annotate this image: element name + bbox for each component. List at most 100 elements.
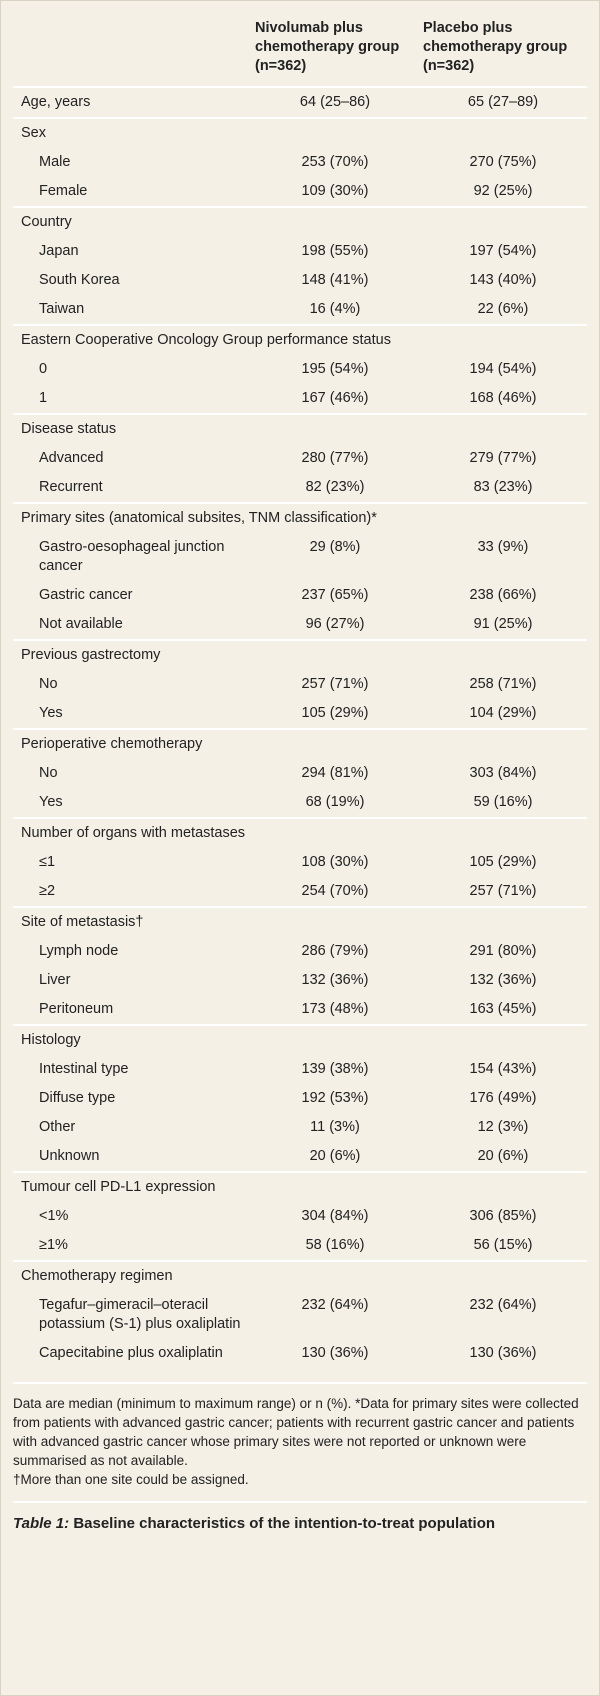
value-cell: 20 (6%) — [477, 1148, 529, 1164]
value-cell: 254 (70%) — [301, 883, 369, 899]
caption-label: Table 1: — [13, 1515, 70, 1532]
row-label: 0 — [39, 361, 48, 377]
data-row: Yes 105 (29%) 104 (29%) — [13, 699, 587, 729]
section-label: Perioperative chemotherapy — [13, 728, 587, 759]
row-label: No — [39, 765, 58, 781]
value-cell: 109 (30%) — [301, 183, 369, 199]
data-row: Male 253 (70%) 270 (75%) — [13, 148, 587, 177]
section-label: Chemotherapy regimen — [13, 1260, 587, 1291]
value-cell: 20 (6%) — [309, 1148, 361, 1164]
section-row: Country — [13, 206, 587, 237]
row-label: Gastric cancer — [39, 587, 133, 603]
section-row: Histology — [13, 1024, 587, 1055]
data-row: Recurrent 82 (23%) 83 (23%) — [13, 473, 587, 503]
value-cell: 194 (54%) — [469, 361, 537, 377]
data-row: Gastro-oesophageal junction cancer 29 (8%… — [13, 533, 587, 581]
value-cell: 130 (36%) — [469, 1345, 537, 1361]
value-cell: 257 (71%) — [469, 883, 537, 899]
data-row: ≥2 254 (70%) 257 (71%) — [13, 877, 587, 907]
data-row: Female 109 (30%) 92 (25%) — [13, 177, 587, 207]
data-row: <1% 304 (84%) 306 (85%) — [13, 1202, 587, 1231]
value-cell: 59 (16%) — [473, 794, 533, 810]
row-label: Not available — [39, 616, 123, 632]
data-row: Advanced 280 (77%) 279 (77%) — [13, 444, 587, 473]
value-cell: 82 (23%) — [305, 479, 365, 495]
value-cell: 304 (84%) — [301, 1208, 369, 1224]
footnote: †More than one site could be assigned. — [13, 1472, 249, 1487]
row-label: Intestinal type — [39, 1061, 129, 1077]
row-label: Capecitabine plus oxaliplatin — [39, 1345, 223, 1361]
value-cell: 139 (38%) — [301, 1061, 369, 1077]
section-label: Sex — [13, 117, 587, 148]
value-cell: 58 (16%) — [305, 1237, 365, 1253]
section-label: Tumour cell PD-L1 expression — [13, 1171, 587, 1202]
section-row: Primary sites (anatomical subsites, TNM … — [13, 502, 587, 533]
data-row: Diffuse type 192 (53%) 176 (49%) — [13, 1084, 587, 1113]
value-cell: 83 (23%) — [473, 479, 533, 495]
value-cell: 197 (54%) — [469, 243, 537, 259]
section-label: Eastern Cooperative Oncology Group perfo… — [13, 324, 587, 355]
data-row: Japan 198 (55%) 197 (54%) — [13, 237, 587, 266]
value-cell: 291 (80%) — [469, 943, 537, 959]
caption: Table 1: Baseline characteristics of the… — [13, 1501, 587, 1544]
value-cell: 192 (53%) — [301, 1090, 369, 1106]
value-cell: 280 (77%) — [301, 450, 369, 466]
data-row: Liver 132 (36%) 132 (36%) — [13, 966, 587, 995]
value-cell: 294 (81%) — [301, 765, 369, 781]
section-label: Previous gastrectomy — [13, 639, 587, 670]
value-cell: 11 (3%) — [310, 1119, 360, 1135]
value-cell: 257 (71%) — [301, 676, 369, 692]
row-label: 1 — [39, 390, 48, 406]
value-cell: 33 (9%) — [477, 539, 529, 555]
section-label: Primary sites (anatomical subsites, TNM … — [13, 502, 587, 533]
section-row: Number of organs with metastases — [13, 817, 587, 848]
section-row: Tumour cell PD-L1 expression — [13, 1171, 587, 1202]
row-label: Advanced — [39, 450, 104, 466]
data-row: ≥1% 58 (16%) 56 (15%) — [13, 1231, 587, 1261]
data-row: Lymph node 286 (79%) 291 (80%) — [13, 937, 587, 966]
value-cell: 92 (25%) — [473, 183, 533, 199]
data-row: Peritoneum 173 (48%) 163 (45%) — [13, 995, 587, 1025]
value-cell: 96 (27%) — [305, 616, 365, 632]
data-row: Tegafur–gimeracil–oteracil potassium (S-… — [13, 1291, 587, 1339]
header-cell: Nivolumab plus chemotherapy group (n=362… — [255, 20, 400, 74]
data-row: Not available 96 (27%) 91 (25%) — [13, 610, 587, 640]
value-cell: 195 (54%) — [301, 361, 369, 377]
value-cell: 154 (43%) — [469, 1061, 537, 1077]
section-row: Disease status — [13, 413, 587, 444]
data-row: No 257 (71%) 258 (71%) — [13, 670, 587, 699]
section-label: Number of organs with metastases — [13, 817, 587, 848]
data-row: Intestinal type 139 (38%) 154 (43%) — [13, 1055, 587, 1084]
value-cell: 303 (84%) — [469, 765, 537, 781]
footnote: Data are median (minimum to maximum rang… — [13, 1396, 579, 1468]
value-cell: 270 (75%) — [469, 154, 537, 170]
value-cell: 108 (30%) — [301, 854, 369, 870]
section-row: Sex — [13, 117, 587, 148]
row-label: Peritoneum — [39, 1001, 114, 1017]
section-row: Eastern Cooperative Oncology Group perfo… — [13, 324, 587, 355]
row-label: Unknown — [39, 1148, 100, 1164]
value-cell: 16 (4%) — [309, 301, 361, 317]
value-cell: 64 (25–86) — [251, 86, 419, 118]
table: Nivolumab plus chemotherapy group (n=362… — [13, 11, 587, 1368]
data-row: Other 11 (3%) 12 (3%) — [13, 1113, 587, 1142]
value-cell: 104 (29%) — [469, 705, 537, 721]
row-label: Male — [39, 154, 71, 170]
row-label: ≥2 — [39, 883, 56, 899]
section-label: Disease status — [13, 413, 587, 444]
value-cell: 167 (46%) — [301, 390, 369, 406]
header-row: Nivolumab plus chemotherapy group (n=362… — [13, 11, 587, 87]
value-cell: 279 (77%) — [469, 450, 537, 466]
value-cell: 232 (64%) — [469, 1297, 537, 1313]
row-label: Yes — [39, 705, 63, 721]
section-label: Site of metastasis† — [13, 906, 587, 937]
row-label: South Korea — [39, 272, 120, 288]
value-cell: 306 (85%) — [469, 1208, 537, 1224]
value-cell: 68 (19%) — [305, 794, 365, 810]
value-cell: 91 (25%) — [473, 616, 533, 632]
value-cell: 132 (36%) — [301, 972, 369, 988]
row-label: ≥1% — [39, 1237, 68, 1253]
row-label: Recurrent — [39, 479, 103, 495]
row-label: Age, years — [13, 86, 251, 118]
